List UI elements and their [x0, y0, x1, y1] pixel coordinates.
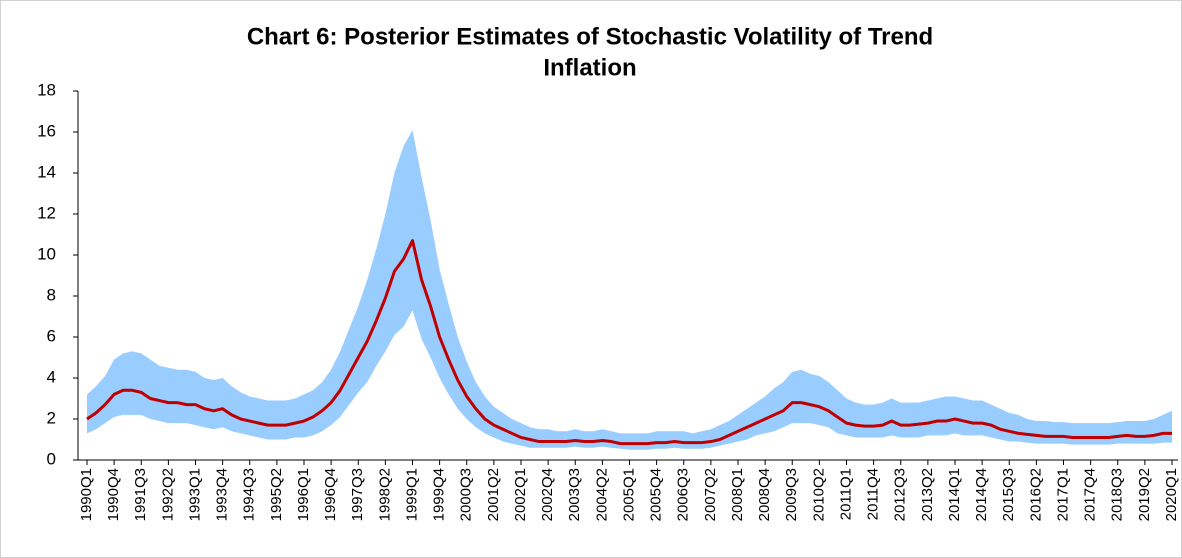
x-tick-label: 2019Q2 [1136, 468, 1153, 521]
x-tick-label: 1994Q3 [241, 468, 258, 521]
y-tick-label: 2 [47, 408, 56, 427]
chart-title: Inflation [543, 54, 636, 81]
x-tick-label: 2017Q1 [1054, 468, 1071, 521]
x-tick-label: 1997Q3 [349, 468, 366, 521]
y-tick-label: 12 [37, 203, 56, 222]
x-tick-label: 2008Q4 [756, 468, 773, 521]
x-tick-label: 2013Q2 [919, 468, 936, 521]
x-tick-label: 2005Q4 [648, 468, 665, 521]
y-tick-label: 4 [47, 367, 56, 386]
x-tick-label: 1990Q4 [105, 468, 122, 521]
x-tick-label: 1996Q1 [295, 468, 312, 521]
x-tick-label: 2010Q2 [810, 468, 827, 521]
x-tick-label: 1999Q1 [403, 468, 420, 521]
x-tick-label: 2011Q4 [865, 468, 882, 520]
x-tick-label: 2005Q1 [620, 468, 637, 521]
x-tick-label: 2007Q2 [702, 468, 719, 521]
x-tick-label: 2008Q1 [729, 468, 746, 521]
x-tick-label: 2009Q3 [783, 468, 800, 521]
x-tick-label: 2001Q2 [485, 468, 502, 521]
x-tick-label: 2003Q3 [566, 468, 583, 521]
y-tick-label: 18 [37, 80, 56, 99]
x-tick-label: 2012Q3 [892, 468, 909, 521]
x-tick-label: 1991Q3 [132, 468, 149, 521]
x-tick-label: 1993Q1 [186, 468, 203, 521]
x-tick-label: 2011Q1 [837, 468, 854, 520]
y-tick-label: 8 [47, 285, 56, 304]
x-tick-label: 2014Q4 [973, 468, 990, 521]
x-tick-label: 2014Q1 [946, 468, 963, 521]
x-tick-label: 2016Q2 [1027, 468, 1044, 521]
median-line [86, 239, 1172, 446]
x-tick-label: 1996Q4 [322, 468, 339, 521]
y-tick-label: 10 [37, 244, 56, 263]
credible-band [87, 129, 1172, 450]
x-tick-label: 2002Q1 [512, 468, 529, 521]
x-tick-label: 2006Q3 [675, 468, 692, 521]
x-tick-label: 2020Q1 [1163, 468, 1180, 521]
x-tick-label: 2018Q3 [1109, 468, 1126, 521]
y-tick-label: 6 [47, 326, 56, 345]
y-tick-label: 14 [37, 162, 56, 181]
x-tick-label: 1999Q4 [431, 468, 448, 521]
chart-title: Chart 6: Posterior Estimates of Stochast… [247, 23, 933, 50]
x-tick-label: 1992Q2 [159, 468, 176, 521]
x-tick-label: 1998Q2 [376, 468, 393, 521]
x-tick-label: 1993Q4 [214, 468, 231, 521]
x-tick-label: 2004Q2 [593, 468, 610, 521]
x-tick-label: 2015Q3 [1000, 468, 1017, 521]
y-tick-label: 16 [37, 121, 56, 140]
x-tick-label: 2000Q3 [458, 468, 475, 521]
x-tick-label: 1990Q1 [78, 468, 95, 521]
x-tick-label: 1995Q2 [268, 468, 285, 521]
x-tick-label: 2017Q4 [1082, 468, 1099, 521]
y-tick-label: 0 [47, 449, 56, 468]
x-tick-label: 2002Q4 [539, 468, 556, 521]
